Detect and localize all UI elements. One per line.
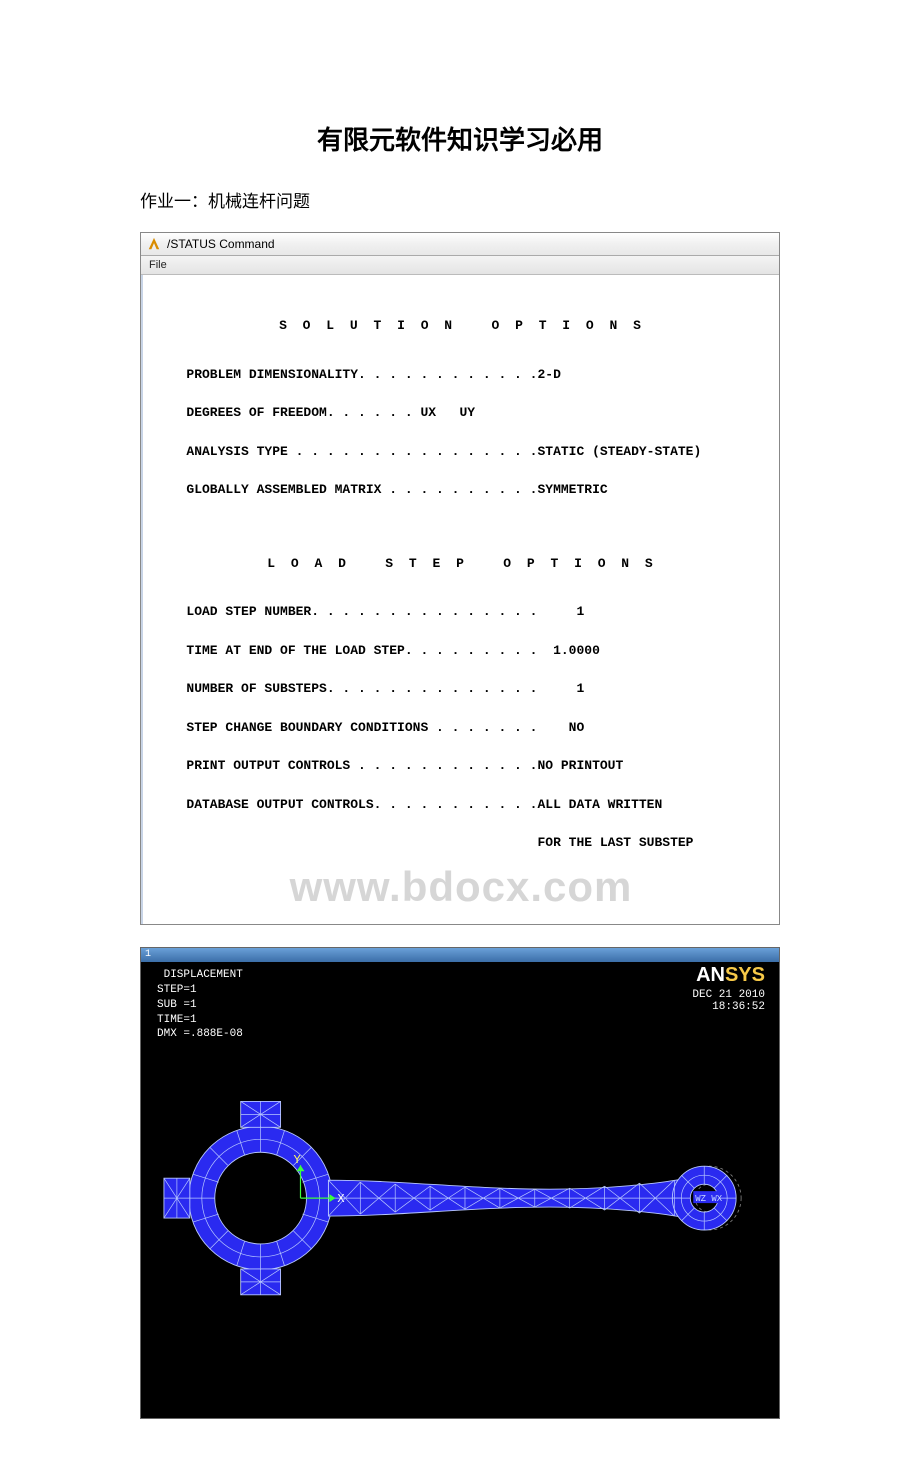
axis-x-label: X — [337, 1192, 344, 1206]
line-analysis-type: ANALYSIS TYPE . . . . . . . . . . . . . … — [163, 442, 761, 461]
line-dof: DEGREES OF FREEDOM. . . . . . UX UY — [163, 403, 761, 422]
plot-timestamp: DEC 21 2010 18:36:52 — [692, 989, 765, 1013]
assignment-subtitle: 作业一：机械连杆问题 — [140, 187, 780, 212]
svg-text:WZ WX: WZ WX — [695, 1194, 723, 1204]
plot-canvas: WZ WX X Y — [141, 1048, 779, 1418]
line-substeps: NUMBER OF SUBSTEPS. . . . . . . . . . . … — [163, 679, 761, 698]
plot-topbar: 1 — [141, 948, 779, 962]
line-dimensionality: PROBLEM DIMENSIONALITY. . . . . . . . . … — [163, 365, 761, 384]
section-load-step-options: L O A D S T E P O P T I O N S — [163, 554, 761, 573]
plot-info-block: DISPLACEMENT STEP=1 SUB =1 TIME=1 DMX =.… — [157, 968, 243, 1042]
ansys-a-icon — [147, 237, 161, 251]
line-db-controls: DATABASE OUTPUT CONTROLS. . . . . . . . … — [163, 795, 761, 814]
console-output: S O L U T I O N O P T I O N S PROBLEM DI… — [141, 275, 779, 924]
status-command-window: /STATUS Command File S O L U T I O N O P… — [140, 232, 780, 925]
line-time-end: TIME AT END OF THE LOAD STEP. . . . . . … — [163, 641, 761, 660]
line-bc: STEP CHANGE BOUNDARY CONDITIONS . . . . … — [163, 718, 761, 737]
line-db-controls-2: FOR THE LAST SUBSTEP — [163, 833, 761, 852]
watermark-text: www.bdocx.com — [143, 856, 779, 918]
window-titlebar[interactable]: /STATUS Command — [141, 233, 779, 256]
plot-window-number: 1 — [145, 949, 151, 960]
page-title: 有限元软件知识学习必用 — [140, 120, 780, 157]
section-solution-options: S O L U T I O N O P T I O N S — [163, 316, 761, 335]
menu-file[interactable]: File — [149, 259, 167, 271]
plot-wz-wx-label: WZ WX — [693, 1191, 723, 1204]
ansys-plot-window: 1 DISPLACEMENT STEP=1 SUB =1 TIME=1 DMX … — [140, 947, 780, 1419]
line-load-step: LOAD STEP NUMBER. . . . . . . . . . . . … — [163, 602, 761, 621]
menubar: File — [141, 256, 779, 275]
ansys-logo: ANSYS — [692, 964, 765, 987]
plot-brand-block: ANSYS DEC 21 2010 18:36:52 — [692, 964, 765, 1013]
line-print-controls: PRINT OUTPUT CONTROLS . . . . . . . . . … — [163, 756, 761, 775]
line-matrix: GLOBALLY ASSEMBLED MATRIX . . . . . . . … — [163, 480, 761, 499]
axis-y-label: Y — [294, 1153, 301, 1167]
window-title-text: /STATUS Command — [167, 237, 275, 251]
